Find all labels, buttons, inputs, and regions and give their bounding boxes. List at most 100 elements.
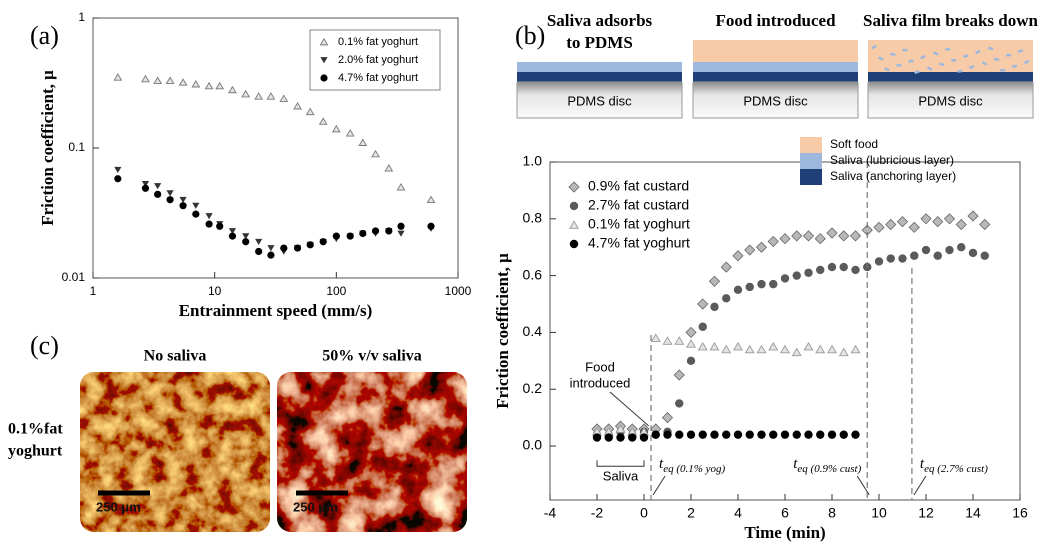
marker bbox=[874, 257, 884, 266]
marker bbox=[732, 250, 744, 262]
marker bbox=[651, 430, 660, 439]
saliva-fragment bbox=[963, 54, 969, 59]
anchoring-layer bbox=[693, 72, 858, 82]
marker bbox=[968, 248, 978, 258]
marker bbox=[254, 92, 264, 100]
eq-subscript: eq (0.1% yog) bbox=[663, 463, 725, 475]
marker bbox=[569, 220, 579, 229]
marker bbox=[141, 184, 150, 192]
marker bbox=[616, 433, 625, 442]
saliva-fragment bbox=[939, 62, 945, 67]
saliva-fragment bbox=[951, 58, 957, 62]
marker bbox=[827, 430, 837, 439]
marker bbox=[280, 244, 288, 252]
marker bbox=[802, 230, 815, 242]
saliva-fragment bbox=[945, 47, 951, 51]
marker bbox=[744, 244, 756, 256]
marker bbox=[850, 344, 861, 354]
y-tick-label: 0.01 bbox=[62, 270, 86, 284]
eq-arrow bbox=[913, 475, 927, 496]
x-tick-label: 2 bbox=[687, 505, 695, 521]
marker bbox=[792, 430, 801, 439]
marker bbox=[838, 347, 849, 357]
saliva-fragment bbox=[871, 44, 877, 50]
marker bbox=[920, 213, 932, 225]
marker bbox=[710, 302, 719, 312]
marker bbox=[827, 262, 837, 272]
marker bbox=[242, 238, 250, 246]
marker bbox=[979, 218, 991, 231]
marker bbox=[945, 245, 954, 255]
disc-label: PDMS disc bbox=[918, 93, 983, 108]
marker bbox=[215, 81, 225, 90]
marker bbox=[755, 241, 768, 253]
x-tick-label: 16 bbox=[1012, 505, 1028, 521]
marker bbox=[255, 238, 263, 246]
marker bbox=[804, 430, 813, 439]
marker bbox=[266, 92, 276, 100]
legend-label: 0.1% fat yoghurt bbox=[588, 216, 690, 232]
x-tick-label: 14 bbox=[965, 505, 981, 521]
marker bbox=[305, 107, 315, 116]
marker bbox=[780, 344, 790, 354]
marker bbox=[166, 196, 174, 204]
marker bbox=[320, 57, 328, 64]
marker bbox=[792, 271, 801, 280]
schematic-title: Saliva film breaks down bbox=[863, 11, 1038, 30]
legend-label: Soft food bbox=[830, 137, 878, 151]
marker bbox=[154, 183, 162, 190]
marker bbox=[346, 232, 354, 240]
x-tick-label: 0 bbox=[640, 505, 648, 521]
marker bbox=[114, 166, 122, 174]
x-tick-label: -4 bbox=[544, 505, 557, 521]
legend-label: 0.9% fat custard bbox=[588, 178, 689, 194]
marker bbox=[769, 279, 778, 289]
schematic-title: Saliva adsorbs bbox=[547, 11, 653, 30]
marker bbox=[179, 202, 187, 210]
marker bbox=[791, 230, 803, 242]
legend-box bbox=[309, 29, 441, 91]
eq-label: teq (0.9% cust) bbox=[793, 456, 861, 474]
x-tick-label: 10 bbox=[871, 505, 887, 521]
saliva-fragment bbox=[896, 63, 902, 67]
saliva-fragment bbox=[1017, 49, 1024, 54]
pdms-disc bbox=[692, 81, 859, 119]
marker bbox=[957, 243, 966, 252]
annotation-arrow bbox=[609, 391, 650, 427]
marker bbox=[397, 222, 405, 230]
marker bbox=[639, 433, 649, 442]
marker bbox=[816, 430, 825, 439]
marker bbox=[744, 344, 755, 354]
eq-subscript: eq (0.9% cust) bbox=[797, 463, 861, 475]
marker bbox=[241, 89, 251, 98]
marker bbox=[371, 149, 380, 158]
marker bbox=[279, 94, 289, 102]
marker bbox=[154, 190, 162, 198]
marker bbox=[191, 79, 201, 88]
marker bbox=[179, 196, 187, 203]
annotation: Saliva bbox=[603, 469, 639, 484]
marker bbox=[697, 298, 709, 310]
panel-label: (c) bbox=[30, 331, 59, 360]
x-tick-label: 8 bbox=[828, 505, 836, 521]
marker bbox=[815, 344, 826, 354]
saliva-fragment bbox=[932, 51, 939, 56]
marker bbox=[757, 279, 766, 289]
marker bbox=[733, 285, 743, 295]
marker bbox=[306, 241, 314, 249]
marker bbox=[697, 341, 708, 351]
schematic-title: to PDMS bbox=[566, 33, 633, 52]
marker bbox=[113, 73, 123, 81]
marker bbox=[886, 254, 895, 263]
marker bbox=[826, 227, 838, 239]
marker bbox=[803, 341, 814, 351]
lubricious-layer bbox=[517, 62, 682, 72]
marker bbox=[733, 430, 743, 439]
marker bbox=[686, 356, 696, 366]
eq-arrow bbox=[652, 475, 666, 496]
marker bbox=[921, 245, 931, 255]
marker bbox=[673, 369, 685, 381]
saliva-fragment bbox=[993, 57, 1000, 62]
legend-label: 2.7% fat custard bbox=[588, 197, 689, 213]
marker bbox=[592, 433, 602, 442]
